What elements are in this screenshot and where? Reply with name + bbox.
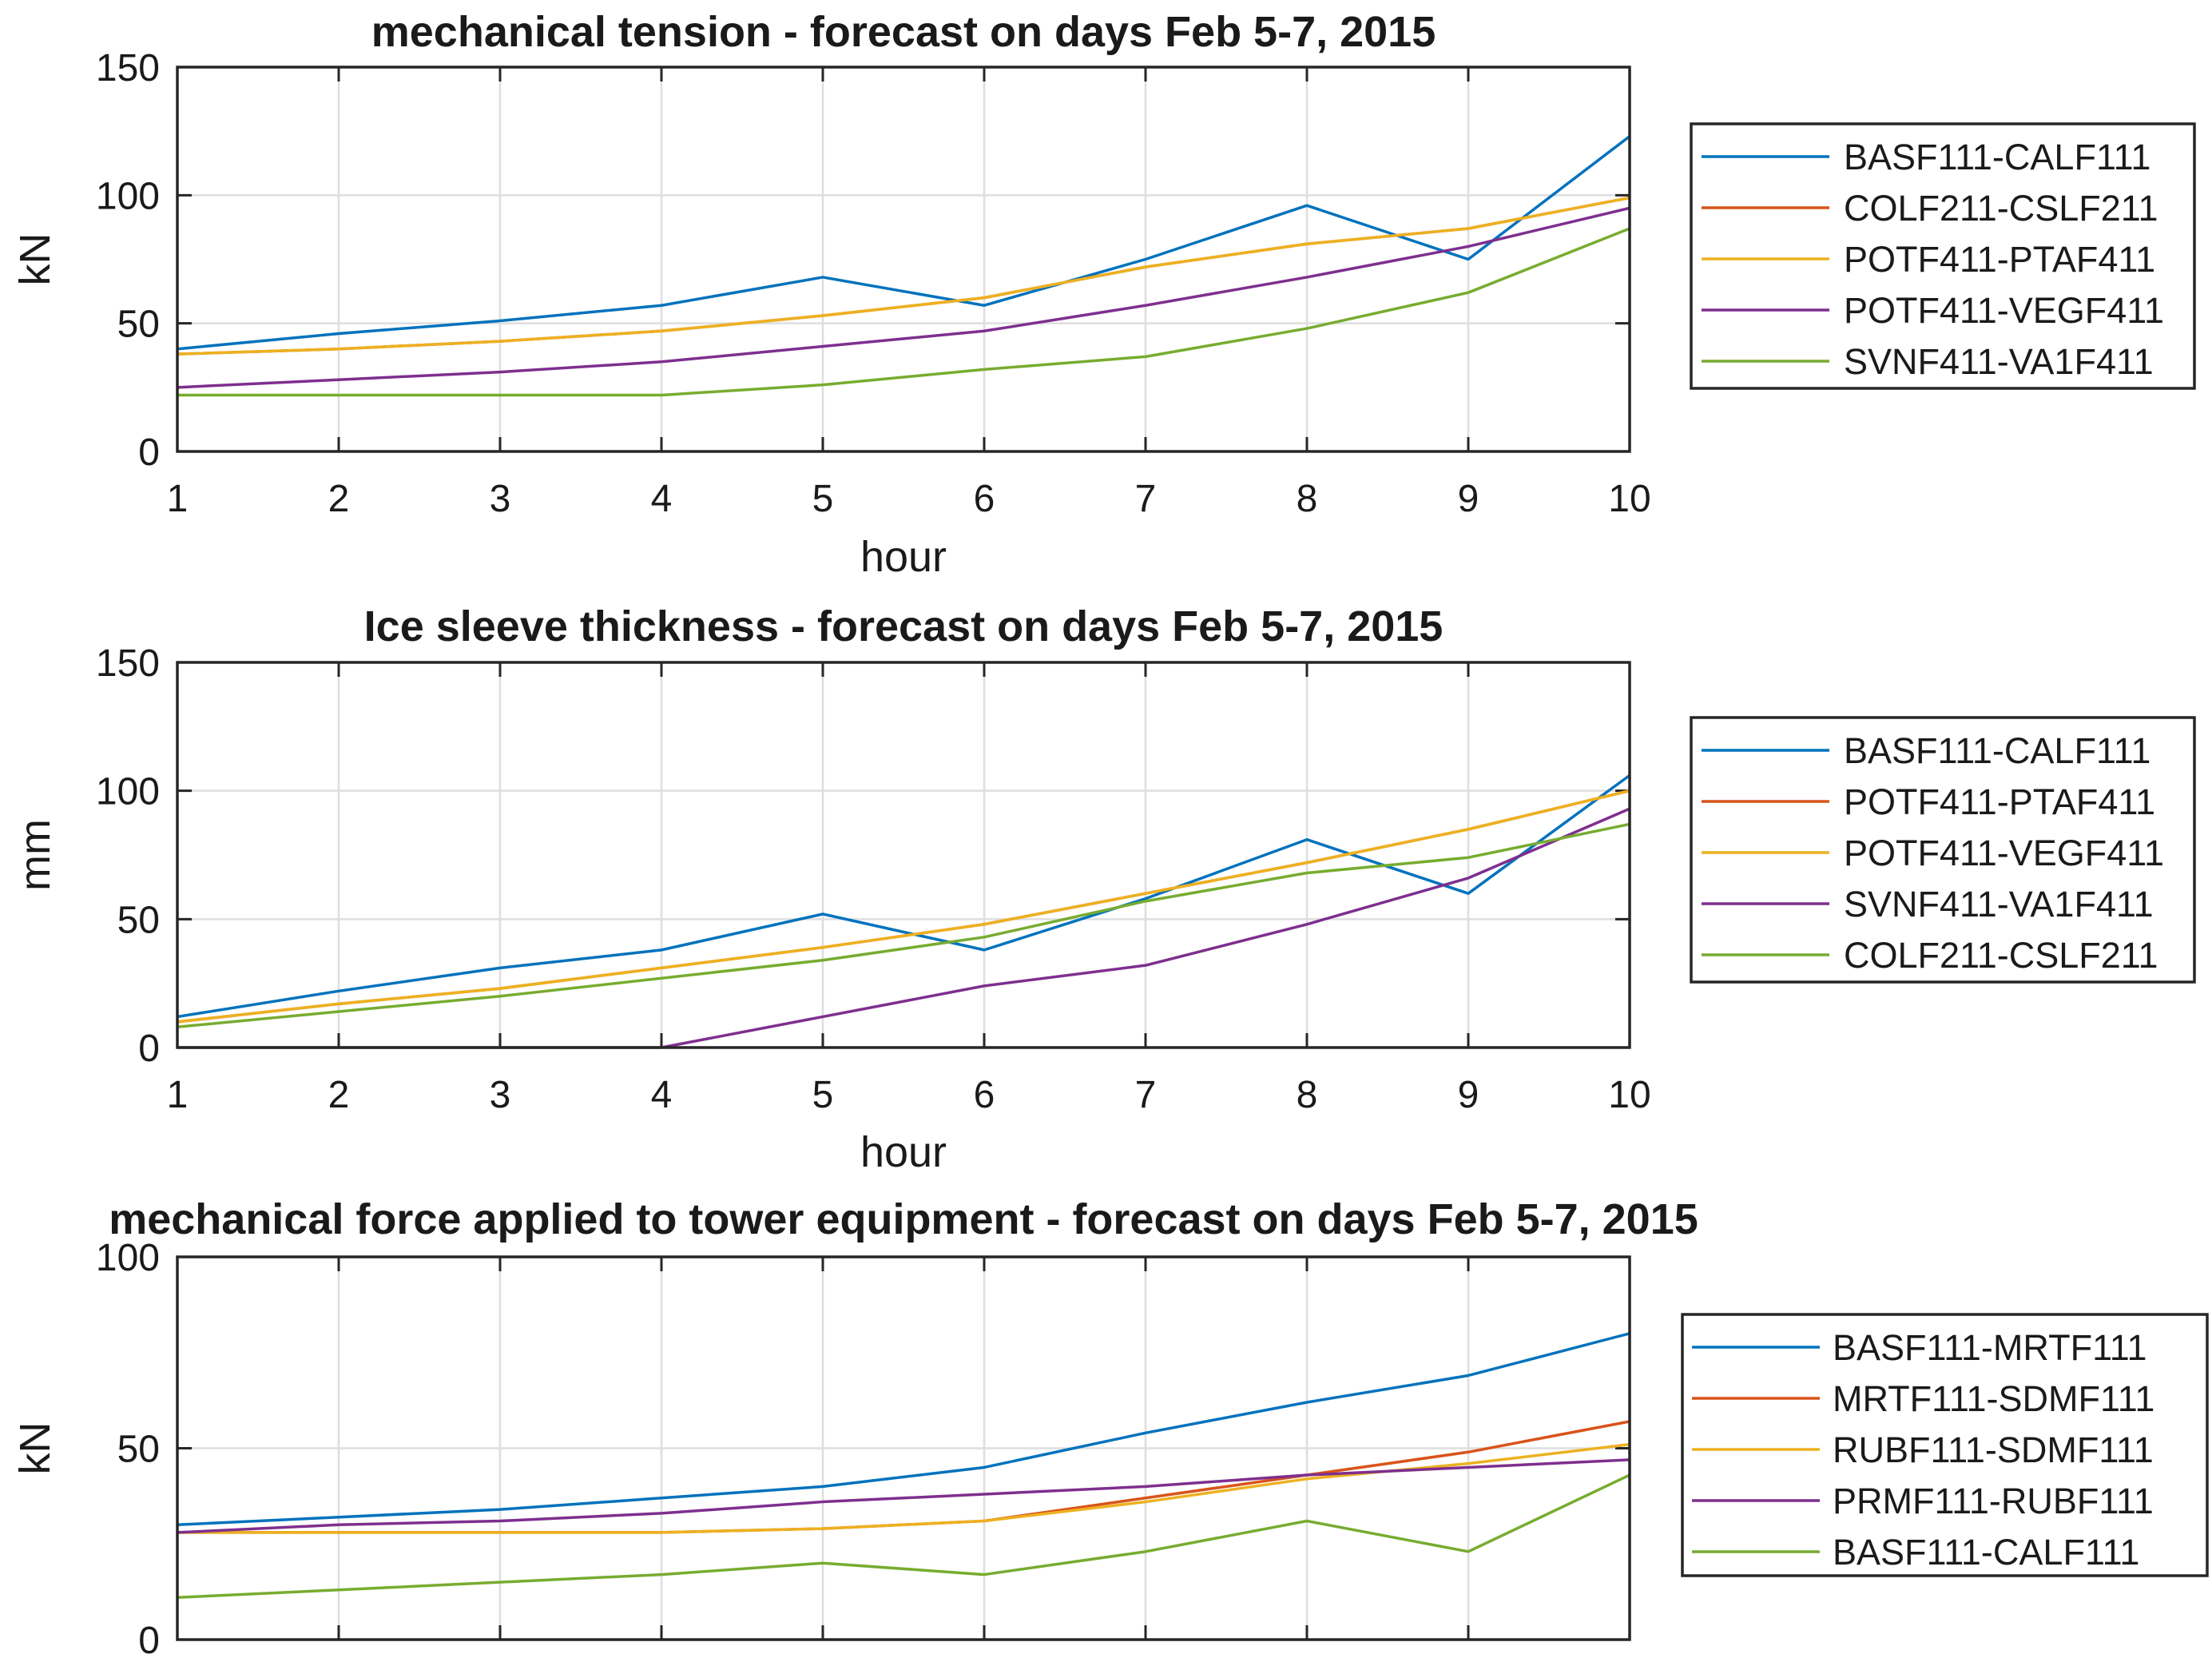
legend-label: SVNF411-VA1F411 [1844, 341, 2154, 382]
x-axis-label: hour [860, 533, 947, 581]
chart-title: mechanical force applied to tower equipm… [109, 1195, 1698, 1243]
legend-label: SVNF411-VA1F411 [1844, 884, 2154, 924]
x-tick-label: 9 [1458, 1074, 1479, 1116]
x-axis-label: hour [860, 1128, 947, 1176]
x-tick-label: 10 [1608, 1074, 1650, 1116]
legend: BASF111-CALF111 POTF411-PTAF411 POTF411-VE… [1690, 716, 2196, 984]
series-line-1 [177, 773, 1631, 1019]
y-axis-label: mm [11, 819, 59, 891]
x-tick-label: 7 [1135, 478, 1157, 520]
legend-box [1681, 1313, 2209, 1577]
y-tick-label: 150 [96, 642, 160, 685]
x-tick-label: 1 [167, 478, 189, 520]
legend-label: POTF411-VEGF411 [1844, 290, 2164, 331]
series-line-3 [177, 789, 1630, 1024]
legend-box [1690, 122, 2196, 390]
legend-label: COLF211-CSLF211 [1844, 188, 2158, 229]
series-line-5 [177, 1473, 1630, 1600]
plot-frame [176, 66, 1631, 453]
legend-label: BASF111-MRTF111 [1833, 1327, 2146, 1368]
series-line-4 [177, 807, 1630, 1049]
legend-label: POTF411-PTAF411 [1844, 239, 2155, 280]
y-tick-label: 0 [138, 431, 160, 474]
legend-label: BASF111-CALF111 [1844, 137, 2150, 177]
legend: BASF111-MRTF111 MRTF111-SDMF111 RUBF111-SD… [1681, 1313, 2209, 1577]
series-line-2 [177, 196, 1630, 356]
chart-panel-2: Ice sleeve thickness - forecast on days … [11, 602, 2196, 1176]
chart-panel-3: mechanical force applied to tower equipm… [11, 1195, 2209, 1658]
x-tick-label: 8 [1297, 478, 1318, 520]
series-line-5 [177, 227, 1630, 397]
plot-frame [176, 1255, 1631, 1641]
legend-label: POTF411-VEGF411 [1844, 833, 2164, 873]
y-tick-label: 0 [138, 1028, 160, 1070]
y-tick-label: 150 [96, 47, 160, 89]
y-axis-label: kN [11, 233, 59, 286]
series-line-4 [177, 1458, 1630, 1534]
chart-title: Ice sleeve thickness - forecast on days … [364, 602, 1444, 650]
plot-frame [176, 661, 1631, 1049]
chart-panel-1: mechanical tension - forecast on days Fe… [11, 8, 2196, 581]
y-tick-label: 100 [96, 1237, 160, 1279]
x-tick-label: 8 [1297, 1074, 1318, 1116]
y-tick-label: 100 [96, 771, 160, 813]
chart-title: mechanical tension - forecast on days Fe… [371, 8, 1436, 56]
x-tick-label: 3 [490, 478, 511, 520]
x-tick-label: 9 [1458, 478, 1479, 520]
y-tick-label: 50 [117, 899, 160, 941]
legend-box [1690, 716, 2196, 984]
y-tick-label: 50 [117, 1429, 160, 1471]
series-line-3 [177, 196, 1630, 356]
y-axis-label: kN [11, 1422, 59, 1475]
series-line-2 [177, 789, 1630, 1024]
x-tick-label: 4 [651, 1074, 673, 1116]
x-tick-label: 10 [1608, 478, 1650, 520]
series-line-1 [177, 135, 1631, 351]
legend-label: BASF111-CALF111 [1833, 1532, 2139, 1573]
series-line-1 [177, 1332, 1630, 1527]
y-tick-label: 0 [138, 1620, 160, 1658]
legend-label: POTF411-PTAF411 [1844, 781, 2155, 822]
legend-label: MRTF111-SDMF111 [1833, 1378, 2154, 1419]
x-tick-label: 2 [328, 478, 350, 520]
x-tick-label: 3 [490, 1074, 511, 1116]
legend-label: BASF111-CALF111 [1844, 730, 2150, 771]
y-tick-label: 50 [117, 304, 160, 346]
x-tick-label: 5 [812, 1074, 834, 1116]
x-tick-label: 7 [1135, 1074, 1157, 1116]
x-tick-label: 5 [812, 478, 834, 520]
series-line-5 [177, 822, 1630, 1029]
legend-label: RUBF111-SDMF111 [1833, 1429, 2154, 1470]
x-tick-label: 2 [328, 1074, 350, 1116]
x-tick-label: 6 [974, 478, 995, 520]
legend-label: COLF211-CSLF211 [1844, 935, 2158, 976]
series-line-3 [177, 1442, 1630, 1534]
x-tick-label: 6 [974, 1074, 995, 1116]
x-tick-label: 1 [167, 1074, 189, 1116]
legend-label: PRMF111-RUBF111 [1833, 1481, 2154, 1521]
x-tick-label: 4 [651, 478, 673, 520]
series-line-4 [177, 206, 1630, 389]
legend: BASF111-CALF111 COLF211-CSLF211 POTF411-PT… [1690, 122, 2196, 390]
y-tick-label: 100 [96, 175, 160, 217]
